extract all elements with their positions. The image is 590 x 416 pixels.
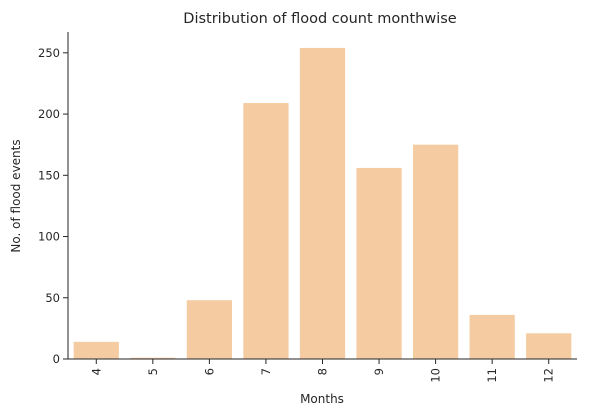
y-tick-label: 0	[53, 352, 60, 366]
bars-group	[74, 48, 572, 359]
x-tick-label: 8	[316, 368, 330, 375]
y-tick-label: 100	[38, 230, 60, 244]
y-tick-label: 200	[38, 107, 60, 121]
x-tick-label: 9	[372, 368, 386, 375]
x-tick-label: 7	[259, 368, 273, 375]
bar-month-6	[187, 300, 232, 359]
y-tick-label: 250	[38, 46, 60, 60]
y-axis: 0 50 100 150 200 250	[38, 32, 68, 366]
y-tick-label: 150	[38, 168, 60, 182]
bar-month-11	[470, 315, 515, 359]
x-tick-label: 5	[146, 368, 160, 375]
x-tick-label: 4	[89, 368, 103, 375]
bar-month-9	[356, 168, 401, 359]
chart-title: Distribution of flood count monthwise	[183, 11, 456, 27]
x-tick-label: 12	[542, 368, 556, 383]
x-axis-label: Months	[300, 392, 344, 406]
bar-month-12	[526, 333, 571, 359]
x-tick-label: 10	[429, 368, 443, 383]
bar-month-7	[243, 103, 288, 359]
x-tick-label: 6	[202, 368, 216, 375]
bar-month-10	[413, 145, 458, 359]
x-tick-label: 11	[485, 368, 499, 383]
bar-month-8	[300, 48, 345, 359]
bar-month-4	[74, 342, 119, 359]
x-axis: 4 5 6 7 8 9 10 11 12	[68, 359, 577, 383]
y-axis-label: No. of flood events	[9, 139, 23, 252]
y-tick-label: 50	[45, 291, 60, 305]
